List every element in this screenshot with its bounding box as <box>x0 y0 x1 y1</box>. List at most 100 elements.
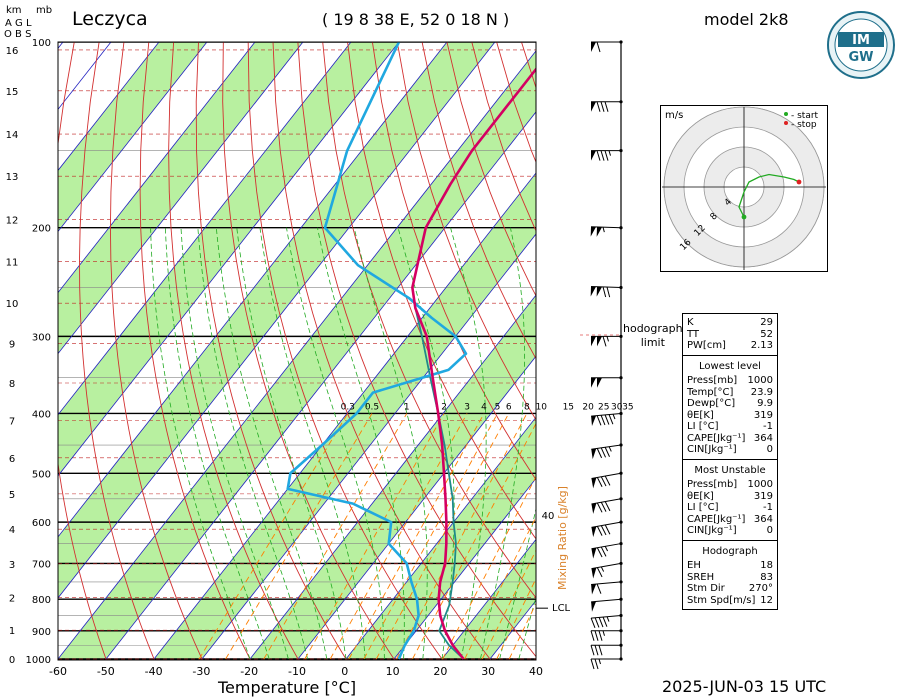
pressure-tick-label: 800 <box>32 595 51 606</box>
dry-adiabat <box>109 42 203 660</box>
km-tick-label: 11 <box>6 258 19 269</box>
wind-barb <box>591 497 623 514</box>
hodograph-start-marker <box>741 214 747 220</box>
mixing-ratio-line <box>481 549 536 660</box>
mixing-ratio-tick-label: 5 <box>495 402 501 412</box>
lowest-level-row: Temp[°C] 23.9 <box>683 387 777 399</box>
km-tick-label: 6 <box>9 454 15 465</box>
moist-adiabat <box>236 227 347 660</box>
km-tick-label: 0 <box>9 655 15 666</box>
most-unstable-row-label: θE[K] <box>687 490 714 502</box>
lowest-level-row-value: 364 <box>753 432 773 444</box>
lowest-level-row-value: 319 <box>753 409 773 421</box>
km-tick-label: 5 <box>9 490 15 501</box>
sounding-datetime: 2025-JUN-03 15 UTC <box>662 677 827 696</box>
mixing-ratio-line <box>396 413 528 660</box>
dry-adiabat <box>58 657 59 660</box>
moist-adiabat <box>286 227 385 660</box>
lowest-level-row-label: LI [°C] <box>687 421 719 432</box>
isotherm-line <box>58 42 448 538</box>
hodograph-row: Stm Dir 270° <box>683 583 777 595</box>
moist-adiabat <box>480 227 526 660</box>
hodograph-params-section: Hodograph EH 18 SREH 83 Stm Dir 270° Stm Spd[m… <box>683 541 777 610</box>
most-unstable-title: Most Unstable <box>694 464 766 476</box>
hodograph-row-value: 12 <box>760 594 773 606</box>
pressure-tick-label: 900 <box>32 627 51 638</box>
most-unstable-row: Press[mb] 1000 <box>683 479 777 491</box>
hodograph-row: EH 18 <box>683 560 777 572</box>
lowest-level-row-value: 0 <box>766 444 773 455</box>
isotherm-line <box>58 42 304 355</box>
km-axis-header: km <box>6 5 22 16</box>
moist-adiabat <box>180 227 289 660</box>
mixing-ratio-tick-label: 3 <box>464 402 470 412</box>
hodograph-limit-label: hodograph limit <box>623 322 683 350</box>
wind-barb <box>590 643 623 656</box>
lowest-level-row-label: CIN[Jkg⁻¹] <box>687 444 737 455</box>
most-unstable-row-value: 364 <box>753 513 773 525</box>
mixing-ratio-line <box>198 413 349 660</box>
most-unstable-row-label: CAPE[Jkg⁻¹] <box>687 513 746 525</box>
x-axis-label: Temperature [°C] <box>218 678 357 697</box>
dry-adiabat <box>222 42 396 660</box>
dry-adiabat <box>396 42 536 421</box>
moist-adiabat <box>450 227 487 660</box>
km-tick-label: 13 <box>6 172 19 183</box>
hodograph-row: Stm Spd[m/s] 12 <box>683 595 777 607</box>
obs-header: O B S <box>4 29 32 40</box>
most-unstable-row-value: -1 <box>763 502 773 513</box>
lowest-level-row-label: Temp[°C] <box>687 386 734 398</box>
most-unstable-row: θE[K] 319 <box>683 491 777 503</box>
mixing-ratio-tick-label: 1 <box>404 402 410 412</box>
hodograph-row-label: Stm Dir <box>687 583 725 594</box>
lowest-level-row-label: Dewp[°C] <box>687 398 736 409</box>
mixing-ratio-line <box>225 413 373 660</box>
isotherm-line <box>105 111 536 660</box>
lowest-level-row-value: 9.9 <box>757 398 773 409</box>
km-tick-label: 16 <box>6 46 19 57</box>
mixing-ratio-tick-label: 20 <box>582 402 594 412</box>
km-tick-label: 7 <box>9 417 15 428</box>
lcl-label: LCL <box>552 603 571 614</box>
wind-barb <box>591 561 623 579</box>
legend-stop-label: - stop <box>791 120 817 130</box>
legend-stop-dot <box>784 121 788 125</box>
mixing-ratio-tick-label: 4 <box>481 402 487 412</box>
km-tick-label: 1 <box>9 626 15 637</box>
isotherm-line <box>393 477 536 660</box>
x-tick-label: -60 <box>49 665 67 678</box>
km-tick-label: 14 <box>6 130 19 141</box>
mixing-ratio-line <box>496 577 536 660</box>
lowest-level-section: Lowest level Press[mb] 1000 Temp[°C] 23.9 De… <box>683 356 777 460</box>
legend-start-dot <box>784 112 788 116</box>
mixing-ratio-line <box>464 516 536 660</box>
hodograph-row-label: Stm Spd[m/s] <box>687 594 756 606</box>
x-tick-label: -20 <box>240 665 258 678</box>
index-row: TT 52 <box>687 328 773 340</box>
wind-barb <box>590 629 623 641</box>
legend-start-label: - start <box>791 111 819 121</box>
km-tick-label: 9 <box>9 339 15 350</box>
hodograph-limit-line2: limit <box>640 336 665 349</box>
moist-adiabat <box>197 227 308 660</box>
dry-adiabat <box>297 42 536 658</box>
isotherm-line <box>441 538 536 660</box>
moist-adiabat <box>215 227 328 660</box>
index-row: K 29 <box>687 317 773 328</box>
moist-adiabat <box>259 227 366 660</box>
indices-panel: K 29 TT 52 PW[cm] 2.13 Lowest level Press[m… <box>682 313 778 610</box>
lowest-level-row-label: Press[mb] <box>687 375 738 386</box>
km-tick-label: 12 <box>6 216 19 227</box>
mixing-ratio-line <box>412 422 536 660</box>
lowest-level-row: θE[K] 319 <box>683 410 777 422</box>
mixing-ratio-tick-label: 35 <box>622 402 633 412</box>
wind-barb <box>591 376 623 388</box>
lowest-level-row-value: 23.9 <box>750 386 773 398</box>
isotherm-line <box>58 42 208 233</box>
moist-adiabat <box>150 227 251 660</box>
moist-adiabat <box>538 228 666 659</box>
mixing-ratio-line <box>348 413 485 660</box>
most-unstable-row-value: 1000 <box>747 479 773 490</box>
mixing-ratio-tick-label: 0.5 <box>365 402 379 412</box>
